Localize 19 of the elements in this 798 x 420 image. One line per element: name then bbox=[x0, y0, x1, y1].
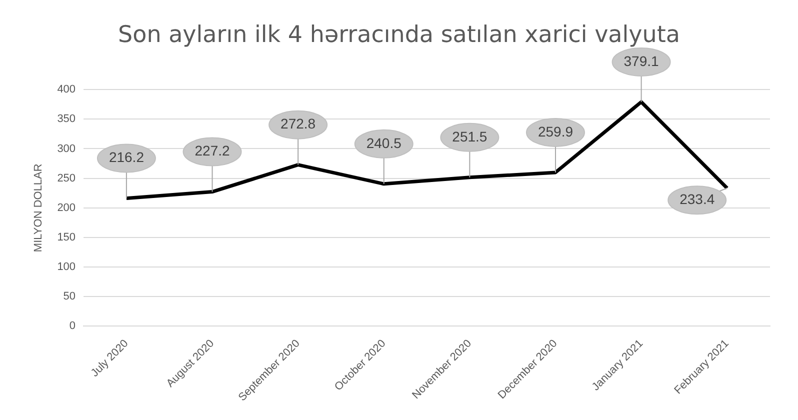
y-tick-label: 50 bbox=[63, 290, 76, 303]
y-tick-label: 250 bbox=[57, 172, 76, 184]
data-label: 379.1 bbox=[624, 52, 660, 69]
data-label: 233.4 bbox=[680, 190, 715, 207]
y-tick-label: 0 bbox=[69, 320, 76, 332]
y-tick-label: 100 bbox=[57, 261, 76, 274]
data-label: 251.5 bbox=[452, 128, 488, 144]
y-tick-label: 300 bbox=[57, 142, 76, 155]
y-tick-label: 400 bbox=[57, 84, 76, 96]
data-label: 216.2 bbox=[108, 149, 144, 166]
data-label: 272.8 bbox=[280, 116, 316, 132]
y-tick-label: 350 bbox=[57, 113, 76, 126]
chart-title: Son ayların ilk 4 hərracında satılan xarici valyuta bbox=[118, 22, 680, 48]
y-tick-label: 150 bbox=[57, 231, 76, 244]
y-tick-label: 200 bbox=[57, 202, 76, 214]
data-label: 240.5 bbox=[366, 134, 402, 151]
data-label: 227.2 bbox=[194, 142, 230, 159]
y-axis-title: MILYON DOLLAR bbox=[32, 164, 45, 252]
data-label: 259.9 bbox=[538, 123, 574, 140]
